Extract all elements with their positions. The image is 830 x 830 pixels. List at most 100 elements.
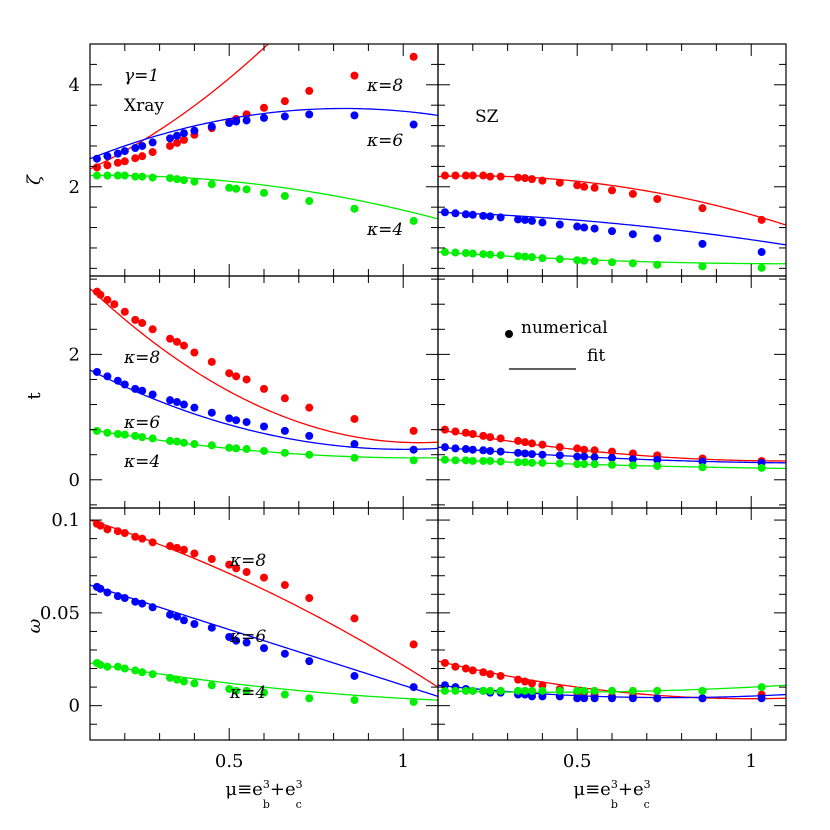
- data-point-omega-xray-k8-9: [173, 543, 181, 552]
- data-point-omega-sz-k8-0: [440, 658, 449, 667]
- data-point-t-sz-k4-5: [486, 456, 495, 465]
- data-point-zeta-sz-k4-18: [698, 262, 707, 271]
- data-point-zeta-sz-k4-5: [486, 250, 495, 259]
- data-point-t-xray-k6-3: [120, 380, 129, 389]
- annotation-t-k6: κ=6: [123, 413, 160, 433]
- y-tick-label-zeta-0: 2: [69, 177, 80, 198]
- data-point-t-xray-k8-7: [148, 325, 157, 334]
- data-point-t-xray-k8-13: [225, 369, 234, 378]
- fit-line-zeta-xray-k4: [90, 174, 438, 220]
- data-point-t-sz-k8-16: [628, 449, 637, 458]
- data-point-omega-xray-k8-7: [148, 538, 157, 547]
- data-point-t-sz-k6-2: [461, 445, 470, 454]
- data-point-t-sz-k6-15: [608, 453, 616, 462]
- data-point-zeta-sz-k4-19: [757, 263, 766, 272]
- data-point-omega-xray-k4-7: [148, 670, 157, 679]
- data-point-omega-sz-k4-9: [527, 686, 536, 695]
- data-point-omega-xray-k4-11: [190, 679, 199, 688]
- y-tick-label-omega-1: 0.05: [40, 603, 80, 624]
- data-point-zeta-xray-k6-10: [190, 126, 199, 135]
- data-point-omega-sz-k4-10: [538, 686, 547, 695]
- data-point-t-xray-k6-19: [409, 445, 418, 454]
- data-point-t-sz-k4-14: [590, 460, 599, 469]
- data-point-zeta-sz-k8-16: [628, 189, 637, 198]
- data-point-zeta-xray-k4-17: [305, 197, 314, 206]
- data-point-zeta-xray-k6-3: [120, 147, 129, 156]
- data-point-omega-sz-k8-10: [538, 681, 547, 690]
- data-point-omega-xray-k6-7: [148, 603, 157, 612]
- data-point-zeta-xray-k6-17: [305, 110, 314, 119]
- data-point-t-xray-k4-9: [179, 438, 188, 447]
- data-point-omega-xray-k6-2: [103, 588, 112, 597]
- data-point-omega-xray-k8-5: [131, 532, 140, 541]
- data-point-zeta-sz-k4-3: [468, 249, 477, 258]
- data-point-t-sz-k8-9: [527, 439, 536, 448]
- data-point-zeta-xray-k4-3: [120, 171, 129, 180]
- data-point-omega-sz-k6-18: [698, 694, 707, 703]
- data-point-zeta-xray-k4-6: [148, 173, 157, 182]
- data-point-omega-sz-k4-4: [479, 686, 488, 695]
- data-point-t-sz-k4-9: [527, 458, 536, 467]
- data-point-zeta-xray-k4-16: [280, 191, 289, 200]
- data-point-zeta-xray-k6-11: [207, 122, 216, 131]
- data-point-omega-xray-k8-14: [232, 564, 241, 573]
- data-point-zeta-sz-k8-13: [580, 182, 589, 191]
- data-point-omega-xray-k4-8: [166, 673, 175, 682]
- data-point-omega-xray-k6-17: [280, 649, 289, 658]
- panel-frame-zeta-sz: [437, 43, 787, 277]
- data-point-t-xray-k6-11: [207, 408, 216, 417]
- data-point-omega-sz-k4-12: [573, 686, 582, 695]
- data-point-t-xray-k8-6: [138, 319, 147, 328]
- data-point-t-sz-k6-9: [527, 450, 536, 459]
- data-point-t-xray-k4-11: [207, 441, 216, 450]
- chart-text-layer: γ=1 Xray SZ κ=8 κ=6 κ=4 κ=8 κ=6 κ=4 κ=8 …: [24, 66, 757, 811]
- data-point-omega-sz-k8-5: [486, 670, 495, 679]
- data-point-zeta-xray-k8-19: [409, 52, 418, 61]
- data-point-zeta-sz-k8-15: [608, 186, 616, 195]
- data-point-zeta-xray-k4-8: [173, 175, 181, 184]
- data-point-omega-sz-k4-13: [580, 686, 589, 695]
- data-point-zeta-sz-k4-1: [451, 248, 460, 257]
- data-point-t-xray-k6-13: [232, 416, 241, 425]
- data-point-omega-sz-k4-17: [653, 686, 662, 695]
- data-point-omega-xray-k4-17: [280, 690, 289, 699]
- data-point-t-sz-k6-0: [440, 443, 449, 452]
- data-point-zeta-sz-k4-2: [461, 249, 470, 258]
- data-point-t-xray-k6-0: [92, 367, 101, 376]
- data-point-t-xray-k6-2: [113, 376, 122, 385]
- data-point-t-xray-k6-8: [173, 398, 181, 407]
- panel-zeta-sz: [438, 171, 786, 272]
- data-point-zeta-xray-k6-18: [350, 111, 359, 120]
- data-point-zeta-sz-k6-8: [521, 215, 529, 224]
- data-point-zeta-sz-k6-9: [527, 216, 536, 225]
- data-point-zeta-sz-k8-3: [468, 171, 477, 180]
- data-point-omega-xray-k6-10: [179, 616, 188, 625]
- data-point-omega-xray-k8-18: [305, 594, 314, 603]
- data-point-omega-xray-k8-11: [190, 549, 199, 558]
- data-point-t-sz-k4-15: [608, 460, 616, 469]
- fit-line-zeta-sz-k6: [438, 211, 786, 246]
- y-tick-label-t-1: 2: [69, 344, 80, 365]
- data-point-omega-sz-k4-7: [514, 686, 523, 695]
- data-point-t-xray-k6-12: [225, 414, 234, 423]
- data-point-omega-sz-k6-16: [628, 694, 637, 703]
- data-point-omega-xray-k8-15: [242, 568, 251, 577]
- data-point-t-xray-k8-1: [96, 290, 105, 299]
- data-point-omega-xray-k4-10: [179, 677, 188, 686]
- data-point-omega-sz-k8-4: [479, 668, 488, 677]
- data-point-omega-sz-k4-18: [698, 686, 707, 695]
- data-point-zeta-sz-k8-14: [590, 183, 599, 192]
- chart-axes-layer: [89, 43, 787, 741]
- data-point-omega-sz-k6-19: [757, 694, 766, 703]
- data-point-t-xray-k8-14: [232, 372, 241, 381]
- data-point-omega-xray-k6-14: [232, 636, 241, 645]
- data-point-t-sz-k4-1: [451, 456, 460, 465]
- data-point-omega-xray-k6-3: [113, 592, 122, 601]
- x-tick-label-sz-1: 1: [745, 751, 756, 772]
- data-point-t-xray-k8-5: [131, 315, 140, 324]
- data-point-omega-xray-k4-5: [131, 666, 140, 675]
- data-point-omega-xray-k6-4: [120, 594, 129, 603]
- data-point-zeta-sz-k6-3: [468, 210, 477, 219]
- data-point-omega-sz-k4-15: [608, 686, 616, 695]
